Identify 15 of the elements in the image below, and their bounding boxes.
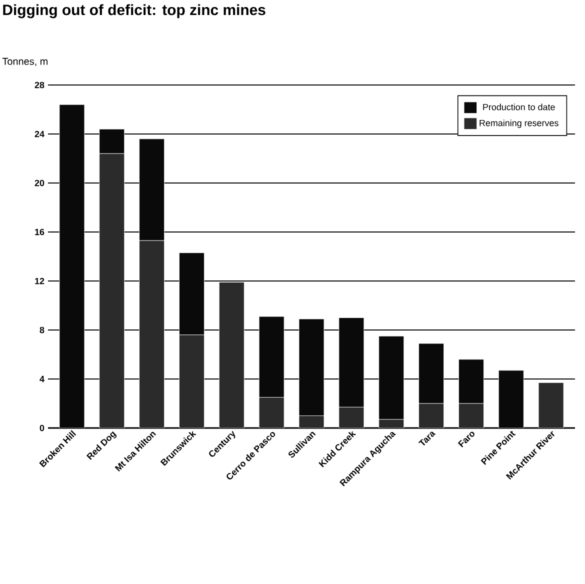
y-tick-label: 12	[35, 278, 44, 284]
y-tick-label: 20	[34, 180, 44, 186]
bar	[538, 382, 564, 428]
y-tick-label: 4	[40, 376, 44, 382]
y-tick-label: 28	[34, 82, 44, 88]
y-axis-title: Tonnes, m	[2, 58, 48, 66]
y-tick-label: 0	[40, 424, 44, 432]
y-tick-label: 8	[40, 326, 44, 334]
chart-title: Digging out of deficit: top zinc mines	[3, 4, 266, 18]
x-tick-label: Tara	[418, 432, 436, 446]
legend-label: Remaining reserves	[480, 120, 558, 128]
y-tick-label: 24	[34, 130, 44, 138]
y-tick-label: 16	[35, 228, 44, 236]
legend-label: Production to date	[483, 104, 555, 110]
bar	[218, 282, 244, 428]
